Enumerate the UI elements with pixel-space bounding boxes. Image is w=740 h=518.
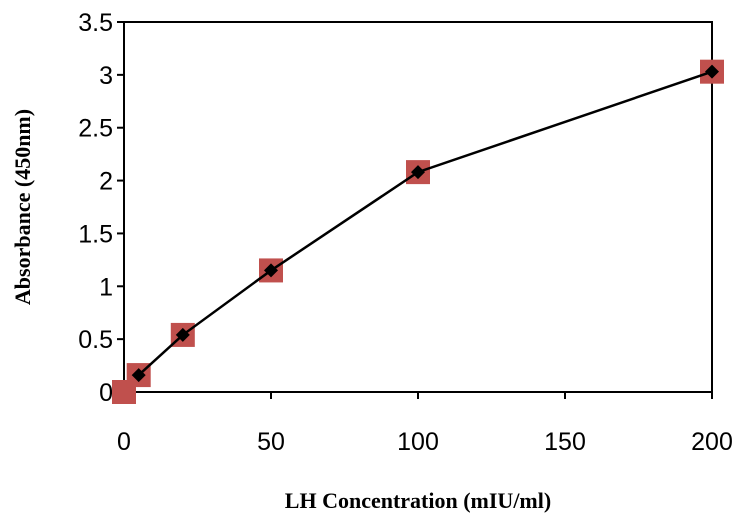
plot-border xyxy=(123,21,713,393)
x-axis-title: LH Concentration (mIU/ml) xyxy=(285,488,551,513)
plot-area xyxy=(123,21,713,393)
data-point-diamond xyxy=(175,327,190,342)
data-point-diamond xyxy=(131,368,146,383)
y-axis: 0 0.5 1 1.5 2 2.5 3 3.5 xyxy=(78,9,124,407)
x-axis: 0 50 100 150 200 xyxy=(117,392,733,456)
y-tick-label: 3.5 xyxy=(78,9,113,37)
data-point-diamond xyxy=(264,263,278,278)
y-tick-label: 1.5 xyxy=(78,220,113,248)
data-point-diamond xyxy=(705,64,719,79)
x-tick-label: 200 xyxy=(691,428,733,456)
series-line xyxy=(137,70,713,377)
y-tick-label: 0.5 xyxy=(78,326,113,354)
x-tick-label: 50 xyxy=(257,428,285,456)
y-axis-title: Absorbance (450nm) xyxy=(10,109,35,305)
y-tick-label: 2 xyxy=(99,168,113,196)
series-layer xyxy=(112,59,724,404)
y-tick-label: 3 xyxy=(99,62,113,90)
data-point-diamond xyxy=(411,165,425,180)
x-tick-label: 100 xyxy=(397,428,439,456)
y-tick-label: 1 xyxy=(99,273,113,301)
x-tick-label: 0 xyxy=(117,428,131,456)
y-tick-label: 2.5 xyxy=(78,115,113,143)
x-tick-label: 150 xyxy=(544,428,586,456)
y-tick-label: 0 xyxy=(99,379,113,407)
